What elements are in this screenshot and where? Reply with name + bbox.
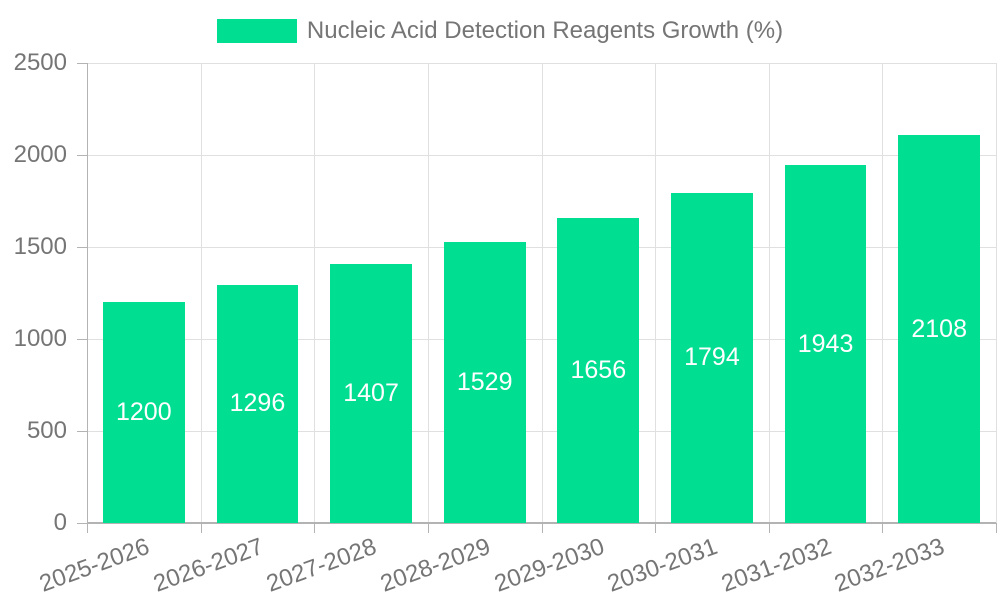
bar[interactable]: 1656	[557, 218, 640, 523]
x-axis-tick	[87, 523, 88, 533]
y-axis-tick	[77, 155, 87, 156]
bar[interactable]: 2108	[898, 135, 981, 523]
y-axis-tick-label: 1000	[13, 325, 67, 352]
x-gridline	[200, 63, 202, 523]
y-axis-tick-label: 1500	[13, 233, 67, 260]
y-axis-tick-label: 0	[53, 509, 67, 536]
x-axis-tick	[200, 523, 202, 533]
y-axis-tick	[77, 339, 87, 340]
legend-swatch-icon	[216, 18, 297, 43]
y-axis-tick	[77, 431, 87, 432]
bar[interactable]: 1943	[784, 165, 867, 523]
y-axis-tick	[77, 63, 87, 64]
x-axis-label: 2032-2033	[769, 533, 948, 598]
legend-label: Nucleic Acid Detection Reagents Growth (…	[306, 17, 784, 44]
x-axis-tick	[882, 523, 884, 533]
x-gridline	[768, 63, 770, 523]
bar-value-label: 1529	[456, 367, 513, 396]
bar-value-label: 1943	[797, 329, 854, 358]
y-axis-tick	[77, 523, 87, 524]
x-axis-tick	[768, 523, 770, 533]
y-axis-tick	[77, 247, 87, 248]
y-axis-tick-label: 2500	[13, 49, 67, 76]
x-gridline	[314, 63, 316, 523]
x-gridline	[427, 63, 429, 523]
x-gridline	[655, 63, 657, 523]
x-axis-tick	[996, 523, 997, 533]
legend[interactable]: Nucleic Acid Detection Reagents Growth (…	[0, 18, 1000, 43]
x-axis-tick	[655, 523, 657, 533]
bar-value-label: 1296	[229, 389, 286, 418]
x-axis-line	[87, 522, 996, 524]
bar-value-label: 2108	[911, 314, 967, 343]
bar-value-label: 1407	[343, 379, 399, 408]
bar-value-label: 1200	[115, 398, 172, 427]
y-axis-tick-label: 500	[26, 417, 67, 444]
y-axis-line	[87, 63, 88, 523]
x-gridline	[882, 63, 884, 523]
bar[interactable]: 1296	[216, 284, 299, 523]
bar[interactable]: 1200	[102, 302, 185, 523]
x-axis-tick	[427, 523, 429, 533]
y-axis-tick-label: 2000	[13, 141, 67, 168]
x-axis-tick	[541, 523, 543, 533]
x-axis-label-text: 2032-2033	[831, 533, 949, 598]
bar[interactable]: 1529	[443, 241, 526, 523]
bar-value-label: 1794	[684, 343, 740, 372]
bar[interactable]: 1794	[671, 192, 753, 523]
x-axis-tick	[314, 523, 316, 533]
bar[interactable]: 1407	[330, 264, 412, 523]
x-gridline	[541, 63, 543, 523]
x-gridline	[996, 63, 997, 523]
bar-value-label: 1656	[570, 356, 627, 385]
